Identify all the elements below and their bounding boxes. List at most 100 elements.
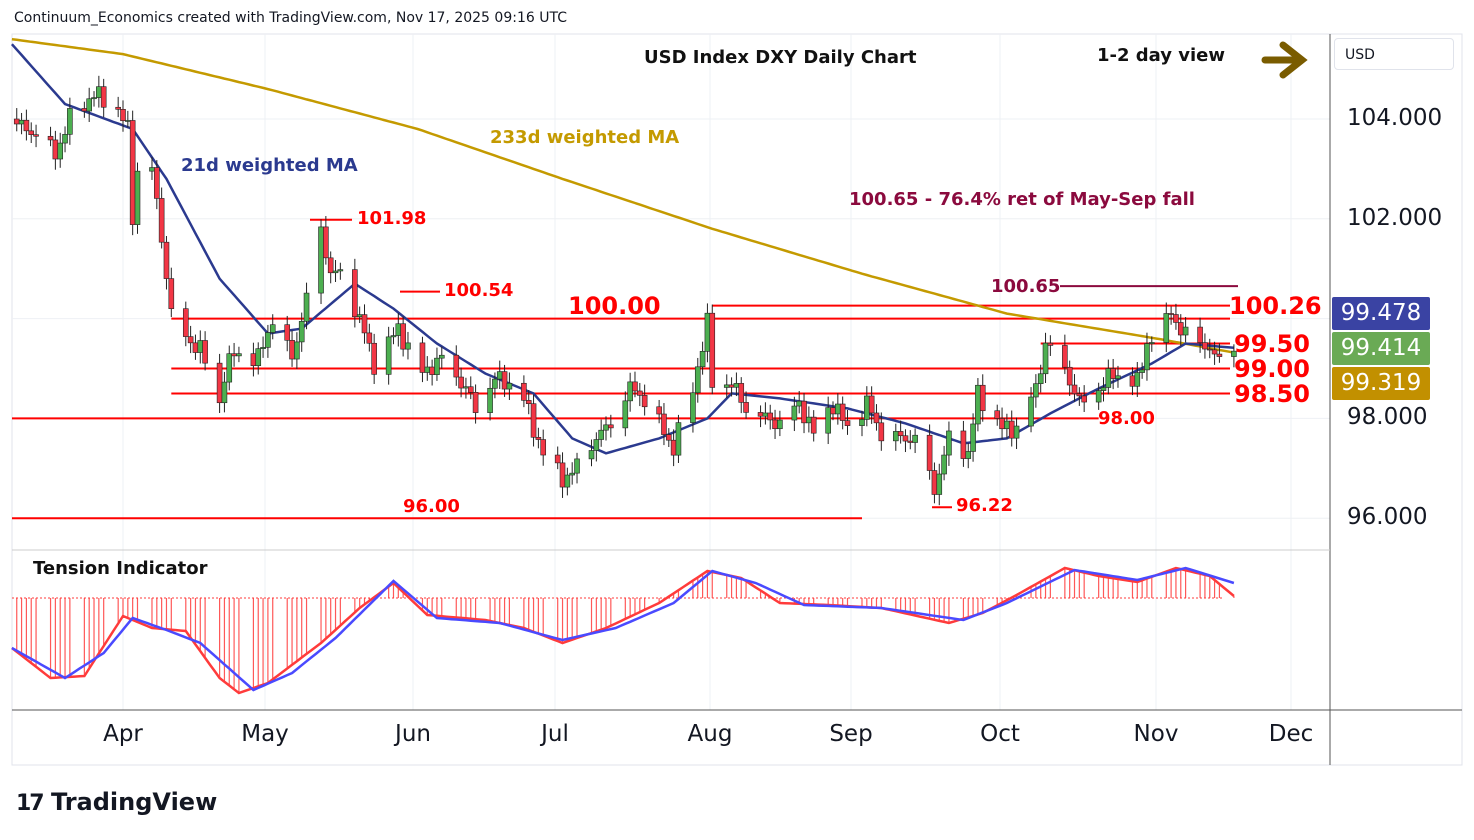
tradingview-mark-icon: 17	[16, 791, 45, 816]
candle	[1173, 314, 1179, 323]
candle	[1033, 383, 1039, 398]
candle	[33, 134, 39, 137]
candle	[699, 351, 706, 368]
candle	[332, 270, 339, 274]
candle	[492, 378, 498, 389]
candle	[356, 314, 363, 318]
swing-label: 100.54	[444, 280, 514, 301]
candle	[772, 419, 778, 430]
ma233-line	[11, 37, 1235, 354]
candle	[434, 357, 440, 375]
candle	[868, 395, 875, 414]
candle	[405, 342, 411, 350]
candle	[52, 139, 59, 160]
candle	[637, 390, 643, 396]
candle	[81, 108, 88, 112]
candle	[1037, 373, 1044, 384]
view-label: 1-2 day view	[1097, 45, 1226, 66]
candle	[1202, 342, 1208, 350]
candle	[806, 416, 812, 424]
candle	[593, 439, 600, 451]
candle	[419, 342, 426, 373]
candle	[907, 440, 914, 443]
candle	[1071, 384, 1078, 395]
swing-label: 96.22	[956, 495, 1013, 516]
candle	[897, 431, 904, 437]
candle	[1081, 395, 1087, 403]
candle	[574, 458, 580, 474]
candle	[892, 431, 899, 442]
candle	[260, 347, 266, 349]
brand-text: TradingView	[50, 788, 218, 816]
x-tick: May	[241, 721, 289, 747]
candle	[733, 383, 740, 388]
candle	[149, 167, 155, 172]
candle	[318, 226, 324, 294]
candle	[453, 354, 460, 378]
candle	[1134, 372, 1141, 387]
candle	[1129, 375, 1136, 387]
candle	[236, 353, 242, 357]
candle	[96, 86, 102, 98]
candle	[294, 341, 300, 360]
candle	[835, 403, 841, 415]
candle	[554, 454, 561, 464]
candle	[371, 342, 377, 375]
candle	[1197, 326, 1203, 343]
candle	[496, 371, 503, 380]
candle	[1066, 366, 1073, 386]
ma21-badge: 99.414	[1332, 332, 1430, 365]
candle	[501, 371, 508, 390]
candle	[564, 474, 571, 488]
candle	[18, 119, 25, 125]
candle	[86, 98, 92, 112]
currency-selector[interactable]: USD	[1334, 38, 1454, 70]
candle	[1042, 342, 1049, 375]
candle	[192, 342, 199, 353]
candle	[1139, 369, 1145, 373]
candle	[825, 407, 831, 434]
candle	[540, 439, 547, 456]
candle	[226, 353, 233, 383]
candle	[187, 336, 194, 344]
candle	[91, 97, 97, 100]
candle	[1144, 343, 1150, 371]
candle	[946, 430, 952, 456]
x-tick: Jun	[395, 721, 431, 747]
candle	[424, 366, 431, 373]
candle	[327, 257, 334, 274]
candle	[62, 134, 68, 144]
candle	[323, 226, 329, 259]
candle	[1076, 393, 1083, 397]
candle	[385, 336, 392, 375]
candle	[269, 324, 276, 333]
candle	[163, 241, 170, 279]
x-tick: Jul	[541, 721, 569, 747]
candle	[931, 470, 938, 495]
x-tick: Aug	[687, 721, 733, 747]
candle	[588, 450, 595, 460]
level-label: 100.26	[1229, 292, 1322, 320]
tension-indicator-title: Tension Indicator	[33, 558, 208, 579]
y-tick: 104.000	[1347, 105, 1443, 131]
candle	[926, 434, 933, 471]
candle	[743, 402, 749, 413]
candle	[569, 472, 575, 476]
candle	[530, 403, 537, 438]
candle	[810, 416, 817, 434]
ma233-label: 233d weighted MA	[490, 127, 680, 148]
candle	[1216, 353, 1223, 357]
candle	[134, 170, 141, 225]
candle	[965, 451, 972, 459]
candle	[796, 400, 803, 407]
candle	[1062, 345, 1068, 368]
candle	[216, 362, 223, 404]
candle	[839, 403, 846, 421]
candle	[535, 436, 542, 440]
candle	[979, 384, 986, 412]
candle	[337, 269, 344, 272]
x-tick: Nov	[1133, 721, 1179, 747]
candle	[154, 167, 160, 199]
candle	[975, 384, 981, 425]
